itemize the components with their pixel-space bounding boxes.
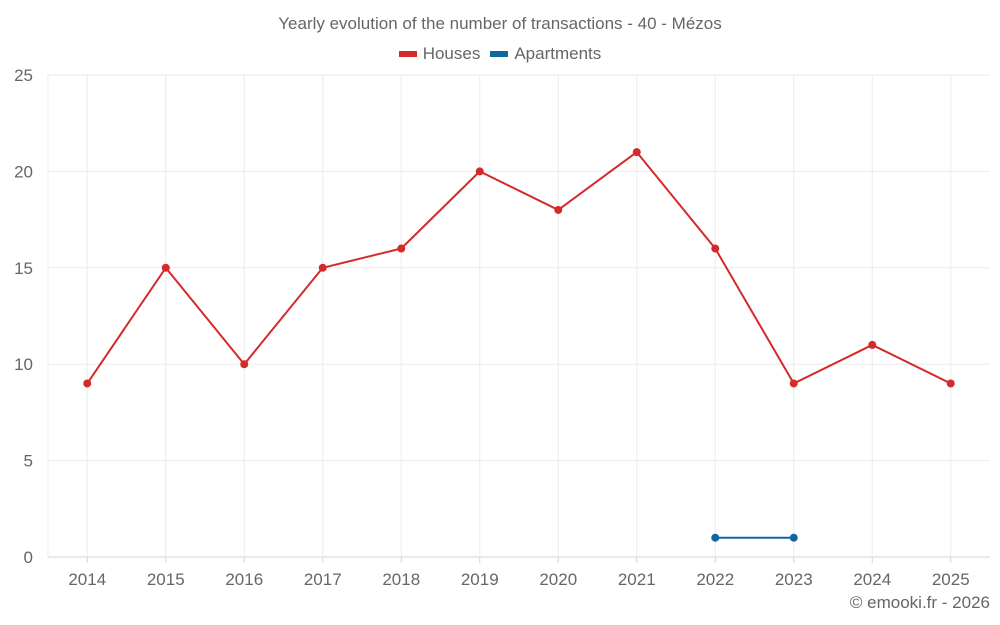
legend-item-apartments[interactable]: Apartments xyxy=(490,44,601,64)
x-tick-label: 2015 xyxy=(147,570,185,589)
y-tick-label: 10 xyxy=(14,355,33,374)
data-point-houses xyxy=(554,205,563,214)
legend-label-apartments: Apartments xyxy=(514,44,602,63)
data-point-houses xyxy=(475,167,484,176)
data-point-houses xyxy=(868,340,877,349)
legend-item-houses[interactable]: Houses xyxy=(398,44,481,64)
x-tick-label: 2017 xyxy=(304,570,342,589)
x-tick-label: 2025 xyxy=(932,570,970,589)
data-point-apartments xyxy=(789,533,798,542)
data-point-houses xyxy=(83,379,92,388)
x-tick-label: 2024 xyxy=(853,570,891,589)
legend-swatch-houses xyxy=(398,51,417,57)
x-tick-label: 2022 xyxy=(696,570,734,589)
copyright-credit: © emooki.fr - 2026 xyxy=(849,593,990,612)
y-tick-label: 5 xyxy=(24,452,33,471)
data-point-apartments xyxy=(711,533,720,542)
data-point-houses xyxy=(632,148,641,157)
data-point-houses xyxy=(161,263,170,272)
data-point-houses xyxy=(789,379,798,388)
x-tick-label: 2019 xyxy=(461,570,499,589)
x-tick-label: 2016 xyxy=(225,570,263,589)
data-point-houses xyxy=(240,360,249,369)
data-point-houses xyxy=(397,244,406,253)
x-tick-label: 2018 xyxy=(382,570,420,589)
data-point-houses xyxy=(711,244,720,253)
data-point-houses xyxy=(946,379,955,388)
y-tick-label: 20 xyxy=(14,162,33,181)
y-tick-label: 25 xyxy=(14,66,33,85)
x-tick-label: 2020 xyxy=(539,570,577,589)
data-point-houses xyxy=(318,263,327,272)
x-tick-label: 2021 xyxy=(618,570,656,589)
x-tick-label: 2023 xyxy=(775,570,813,589)
x-tick-label: 2014 xyxy=(68,570,106,589)
legend-swatch-apartments xyxy=(490,51,509,57)
y-tick-label: 15 xyxy=(14,259,33,278)
y-tick-label: 0 xyxy=(24,548,33,567)
chart-legend: Houses Apartments xyxy=(0,44,1000,64)
chart-title: Yearly evolution of the number of transa… xyxy=(278,14,722,33)
legend-label-houses: Houses xyxy=(422,44,481,63)
series-line-houses xyxy=(86,151,952,385)
